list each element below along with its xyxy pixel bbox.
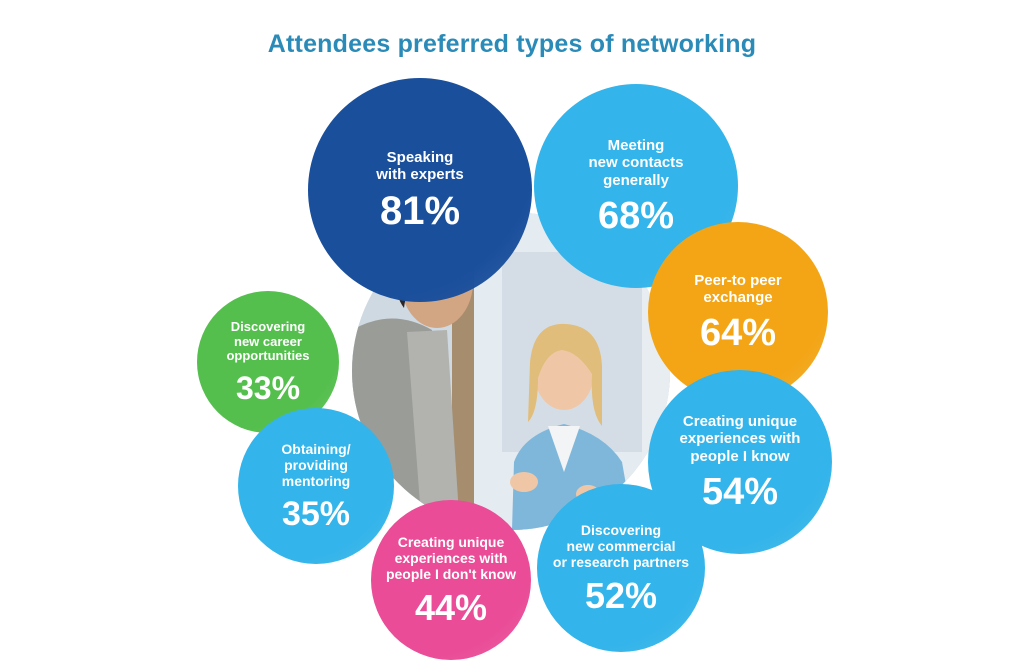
bubble-label: Meeting new contacts generally [588,137,684,189]
bubble-5: Creating unique experiences with people … [371,500,531,660]
bubble-label: Discovering new career opportunities [226,318,310,364]
bubble-6: Obtaining/ providing mentoring 35% [238,408,394,564]
bubble-value: 68% [597,194,675,237]
bubble-3: Creating unique experiences with people … [648,370,832,554]
chart-title: Attendees preferred types of networking [267,30,757,58]
bubble-value: 64% [699,312,777,355]
bubble-value: 54% [701,470,779,513]
bubble-label: Creating unique experiences with people … [385,533,517,583]
bubble-value: 81% [379,189,461,234]
bubble-value: 35% [281,495,351,534]
bubble-label: Speaking with experts [376,148,464,183]
bubble-value: 44% [414,587,488,629]
bubble-value: 52% [584,575,658,617]
bubble-label: Creating unique experiences with people … [679,413,801,465]
bubble-label: Obtaining/ providing mentoring [281,440,351,490]
bubble-label: Discovering new commercial or research p… [552,521,690,571]
bubble-0: Speaking with experts 81% [308,78,532,302]
bubble-label: Peer-to peer exchange [694,271,782,306]
bubble-value: 33% [235,370,301,407]
